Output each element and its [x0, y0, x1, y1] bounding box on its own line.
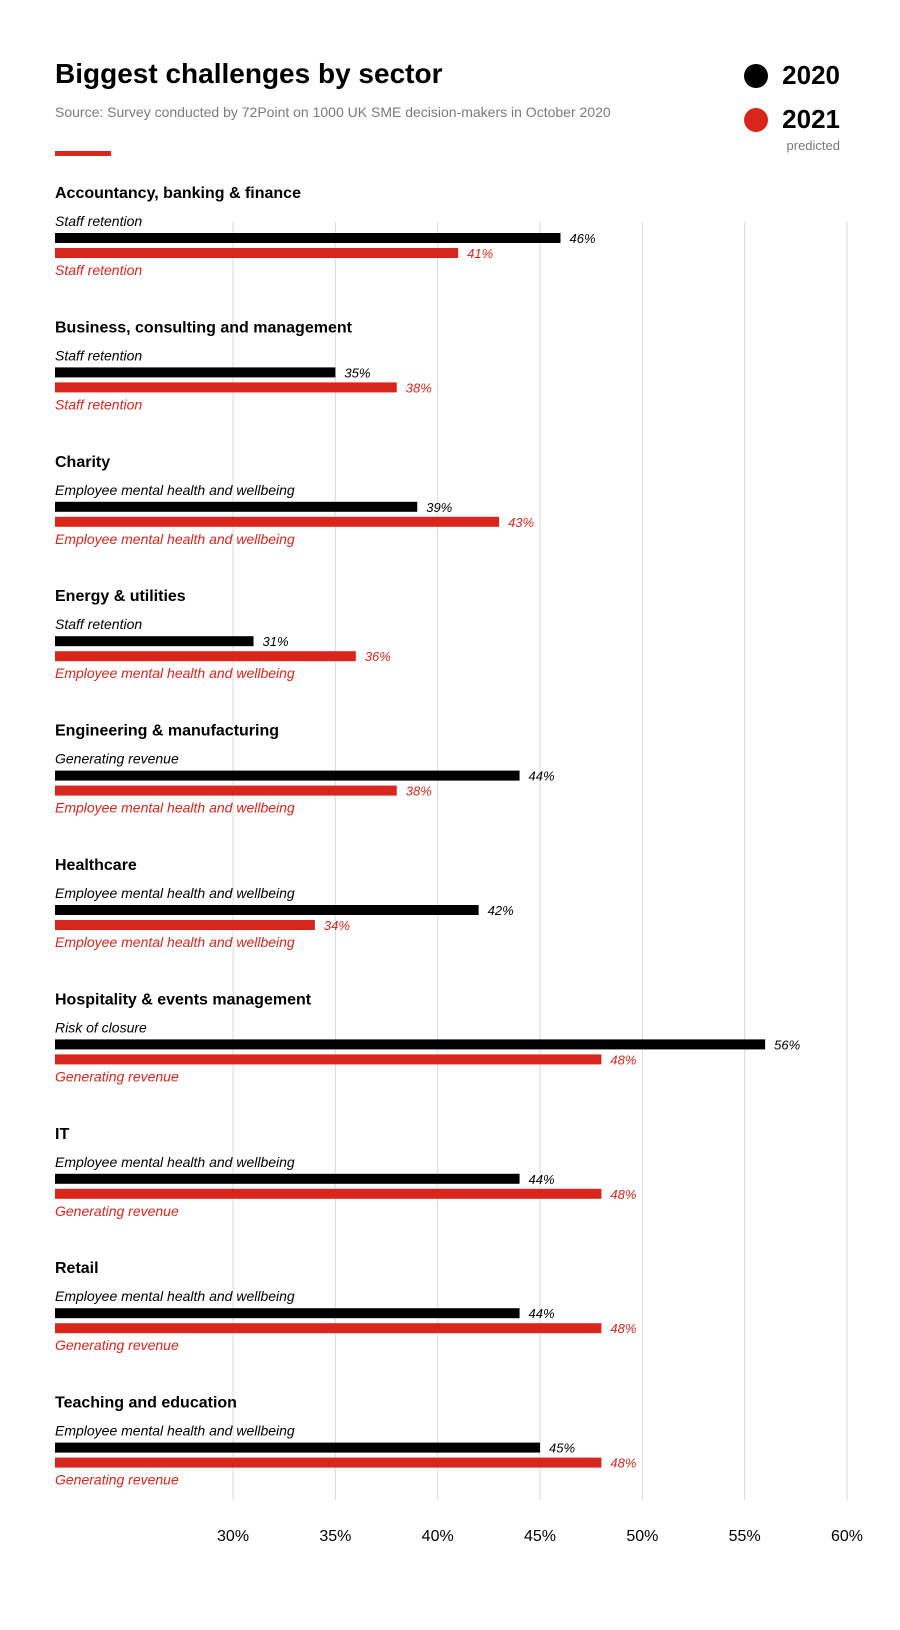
legend-dot-2020	[744, 63, 769, 88]
bar-2021	[55, 1457, 602, 1468]
legend-item-2021: 2021	[744, 104, 840, 135]
value-label-2021: 48%	[610, 1456, 636, 1471]
challenge-label-2021: Generating revenue	[55, 1472, 179, 1488]
value-label-2020: 44%	[529, 769, 555, 784]
legend-dot-2021	[744, 107, 769, 132]
sector-label: Energy & utilities	[55, 588, 186, 605]
sector-label: Engineering & manufacturing	[55, 723, 279, 740]
value-label-2020: 46%	[569, 231, 595, 246]
bar-2020	[55, 636, 254, 647]
bar-2021	[55, 248, 459, 258]
value-label-2020: 35%	[344, 365, 370, 380]
value-label-2020: 31%	[263, 634, 289, 649]
sector-label: Accountancy, banking & finance	[55, 185, 301, 202]
challenge-label-2020: Risk of closure	[55, 1019, 147, 1035]
x-tick-label: 60%	[831, 1528, 863, 1545]
challenge-label-2020: Staff retention	[55, 616, 142, 632]
sector-label: Business, consulting and management	[55, 319, 353, 336]
bar-2020	[55, 1173, 520, 1184]
challenge-label-2020: Generating revenue	[55, 751, 179, 767]
legend-label-2021: 2021	[782, 104, 840, 134]
bar-2020	[55, 367, 336, 378]
value-label-2021: 38%	[406, 784, 432, 799]
value-label-2021: 48%	[610, 1052, 636, 1067]
challenge-label-2020: Staff retention	[55, 347, 142, 363]
challenge-label-2020: Employee mental health and wellbeing	[55, 1288, 295, 1304]
x-tick-label: 55%	[729, 1528, 761, 1545]
challenge-label-2021: Employee mental health and wellbeing	[55, 934, 295, 950]
value-label-2020: 45%	[549, 1441, 575, 1456]
sector-label: Healthcare	[55, 857, 137, 874]
challenge-label-2020: Employee mental health and wellbeing	[55, 1423, 295, 1439]
value-label-2020: 56%	[774, 1037, 800, 1052]
sector-label: Teaching and education	[55, 1395, 237, 1412]
bar-2020	[55, 770, 520, 781]
challenge-label-2020: Employee mental health and wellbeing	[55, 885, 295, 901]
value-label-2020: 44%	[529, 1306, 555, 1321]
sector-label: Retail	[55, 1260, 99, 1277]
x-tick-label: 40%	[422, 1528, 454, 1545]
value-label-2020: 39%	[426, 500, 452, 515]
bar-2021	[55, 1188, 602, 1199]
value-label-2021: 38%	[406, 380, 432, 395]
accent-rule	[55, 151, 111, 156]
bar-2020	[55, 501, 418, 512]
value-label-2021: 34%	[324, 918, 350, 933]
legend-note-predicted: predicted	[786, 138, 840, 153]
challenge-label-2021: Generating revenue	[55, 1337, 179, 1353]
bar-2021	[55, 516, 500, 527]
sector-label: IT	[55, 1126, 69, 1143]
challenge-label-2020: Employee mental health and wellbeing	[55, 1154, 295, 1170]
challenge-label-2021: Staff retention	[55, 262, 142, 278]
bar-2021	[55, 1323, 602, 1334]
value-label-2021: 48%	[610, 1321, 636, 1336]
challenge-label-2021: Generating revenue	[55, 1203, 179, 1219]
bar-2020	[55, 1039, 766, 1050]
value-label-2020: 42%	[488, 903, 514, 918]
legend-item-2020: 2020	[744, 60, 840, 91]
challenge-label-2020: Staff retention	[55, 213, 142, 229]
x-tick-label: 50%	[626, 1528, 658, 1545]
legend-label-2020: 2020	[782, 60, 840, 90]
challenge-label-2021: Employee mental health and wellbeing	[55, 531, 295, 547]
value-label-2021: 41%	[467, 246, 493, 261]
bar-2020	[55, 905, 479, 915]
challenge-label-2021: Staff retention	[55, 396, 142, 412]
value-label-2020: 44%	[529, 1172, 555, 1187]
x-tick-label: 30%	[217, 1528, 249, 1545]
value-label-2021: 48%	[610, 1187, 636, 1202]
value-label-2021: 43%	[508, 515, 534, 530]
challenge-label-2021: Employee mental health and wellbeing	[55, 665, 295, 681]
challenge-label-2021: Employee mental health and wellbeing	[55, 800, 295, 816]
bar-2020	[55, 233, 561, 243]
chart-subtitle: Source: Survey conducted by 72Point on 1…	[55, 104, 611, 120]
bar-2020	[55, 1442, 541, 1453]
x-tick-label: 35%	[319, 1528, 351, 1545]
challenge-label-2020: Employee mental health and wellbeing	[55, 482, 295, 498]
bar-2020	[55, 1308, 520, 1319]
x-tick-label: 45%	[524, 1528, 556, 1545]
bar-2021	[55, 382, 397, 393]
bar-2021	[55, 651, 356, 662]
bar-2021	[55, 1054, 602, 1065]
bar-2021	[55, 785, 397, 796]
sector-label: Hospitality & events management	[55, 991, 312, 1008]
bar-2021	[55, 920, 315, 930]
challenge-label-2021: Generating revenue	[55, 1068, 179, 1084]
value-label-2021: 36%	[365, 649, 391, 664]
chart-title: Biggest challenges by sector	[55, 58, 443, 89]
sector-label: Charity	[55, 454, 110, 471]
